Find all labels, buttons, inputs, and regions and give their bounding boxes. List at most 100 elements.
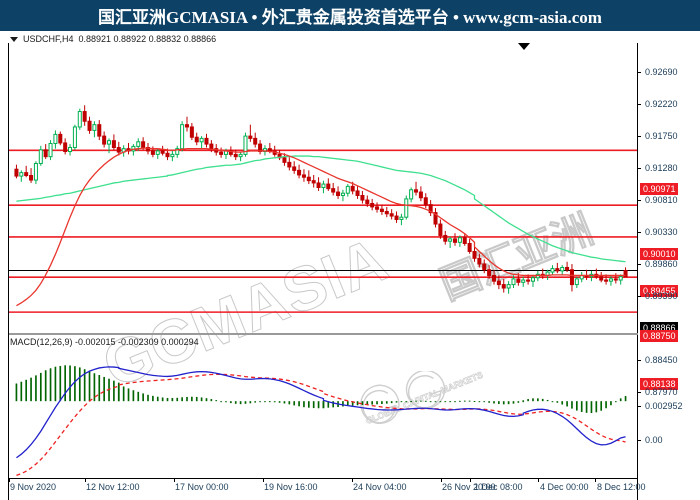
- candle-body: [375, 206, 380, 210]
- candle-body: [428, 204, 433, 214]
- macd-histogram-bar: [64, 365, 66, 402]
- candle-body: [306, 176, 311, 182]
- time-axis-tick: [263, 478, 264, 482]
- candle-body: [248, 135, 253, 139]
- macd-histogram-bar: [473, 400, 476, 402]
- candle-body: [267, 148, 272, 152]
- candle-body: [452, 238, 458, 243]
- candle-body: [107, 140, 112, 145]
- price-axis-tick: [637, 72, 641, 73]
- macd-histogram-bar: [556, 401, 559, 403]
- candle-body: [404, 198, 409, 218]
- macd-histogram-bar: [225, 401, 227, 403]
- candle-body: [43, 149, 48, 158]
- candle-body: [253, 137, 258, 145]
- price-axis-tick: [637, 360, 641, 361]
- candle-body: [160, 150, 165, 154]
- macd-histogram-bar: [410, 400, 412, 402]
- candle-body: [29, 175, 34, 181]
- brand-banner-text: 国汇亚洲GCMASIA • 外汇贵金属投资首选平台 • www.gcm-asia…: [98, 8, 602, 27]
- candle-body: [350, 185, 355, 192]
- candle-body: [477, 257, 482, 265]
- macd-histogram-bar: [307, 401, 310, 408]
- macd-histogram-bar: [356, 401, 359, 406]
- macd-histogram-bar: [366, 401, 369, 405]
- ohlc-values: 0.88921 0.88922 0.88832 0.88866: [78, 34, 217, 44]
- candle-body: [487, 269, 492, 276]
- price-level-label: 0.88750: [640, 330, 678, 342]
- brand-banner: 国汇亚洲GCMASIA • 外汇贵金属投资首选平台 • www.gcm-asia…: [0, 0, 700, 31]
- macd-histogram-bar: [132, 390, 135, 402]
- macd-histogram-bar: [39, 372, 42, 402]
- candle-body: [379, 208, 384, 212]
- candle-body: [608, 278, 613, 282]
- macd-histogram-bar: [434, 401, 437, 403]
- candle-body: [68, 147, 73, 153]
- macd-histogram-bar: [137, 391, 140, 402]
- symbol-label: USDCHF,H4: [23, 34, 74, 44]
- triangle-down-icon[interactable]: [10, 36, 18, 42]
- candle-body: [467, 242, 472, 252]
- macd-histogram-bar: [527, 399, 529, 402]
- candle-body: [418, 191, 423, 199]
- candle-body: [111, 140, 116, 149]
- macd-histogram-bar: [166, 397, 169, 402]
- candle-body: [496, 280, 501, 286]
- candle-body: [19, 172, 24, 177]
- series-line: [16, 155, 626, 263]
- time-axis-label: 17 Nov 00:00: [175, 482, 229, 492]
- macd-histogram-bar: [181, 397, 183, 402]
- macd-histogram-bar: [25, 379, 28, 402]
- macd-histogram-bar: [444, 401, 447, 403]
- candle-body: [72, 126, 77, 149]
- time-axis-label: 9 Nov 2020: [10, 482, 57, 492]
- macd-histogram-bar: [439, 401, 442, 403]
- price-axis-label: 0.91280: [645, 163, 678, 173]
- candle-body: [82, 111, 87, 122]
- macd-histogram-bar: [371, 401, 373, 405]
- candle-body: [180, 124, 185, 150]
- time-axis-tick: [595, 478, 596, 482]
- candle-body: [501, 284, 506, 289]
- candle-body: [282, 157, 287, 163]
- macd-histogram-bar: [293, 401, 296, 406]
- macd-histogram-bar: [498, 401, 500, 405]
- candle-body: [53, 133, 58, 145]
- plot-left-border: [8, 43, 9, 500]
- candle-body: [92, 124, 97, 131]
- candle-body: [491, 274, 497, 282]
- candle-body: [409, 189, 414, 200]
- candle-body: [136, 141, 141, 147]
- macd-histogram-bar: [468, 400, 471, 402]
- macd-histogram-bar: [322, 401, 325, 409]
- macd-histogram-bar: [332, 401, 335, 408]
- macd-histogram-bar: [59, 366, 62, 402]
- time-axis-tick: [174, 478, 175, 482]
- crosshair-marker-icon[interactable]: [518, 43, 530, 50]
- time-axis-tick: [538, 478, 539, 482]
- macd-histogram-bar: [619, 398, 622, 402]
- time-axis-label: 24 Nov 04:00: [353, 482, 407, 492]
- candle-body: [565, 266, 570, 271]
- macd-histogram-bar: [49, 368, 52, 402]
- candle-body: [189, 126, 194, 138]
- candle-body: [462, 237, 467, 244]
- macd-histogram-bar: [210, 399, 213, 402]
- candle-body: [365, 199, 370, 204]
- time-axis-label: 8 Dec 12:00: [597, 482, 646, 492]
- macd-histogram-bar: [605, 401, 607, 409]
- macd-histogram-bar: [585, 401, 588, 413]
- candle-body: [506, 284, 511, 289]
- price-axis-label: 0.91750: [645, 131, 678, 141]
- macd-histogram-bar: [610, 401, 612, 406]
- time-axis-tick: [352, 478, 353, 482]
- candle-body: [555, 268, 560, 272]
- candle-body: [414, 189, 419, 193]
- macd-histogram-bar: [327, 401, 330, 408]
- macd-histogram-bar: [186, 396, 188, 402]
- macd-histogram-bar: [390, 401, 393, 404]
- time-axis-tick: [9, 478, 10, 482]
- time-axis-label: 12 Nov 12:00: [86, 482, 140, 492]
- macd-histogram-bar: [522, 400, 525, 402]
